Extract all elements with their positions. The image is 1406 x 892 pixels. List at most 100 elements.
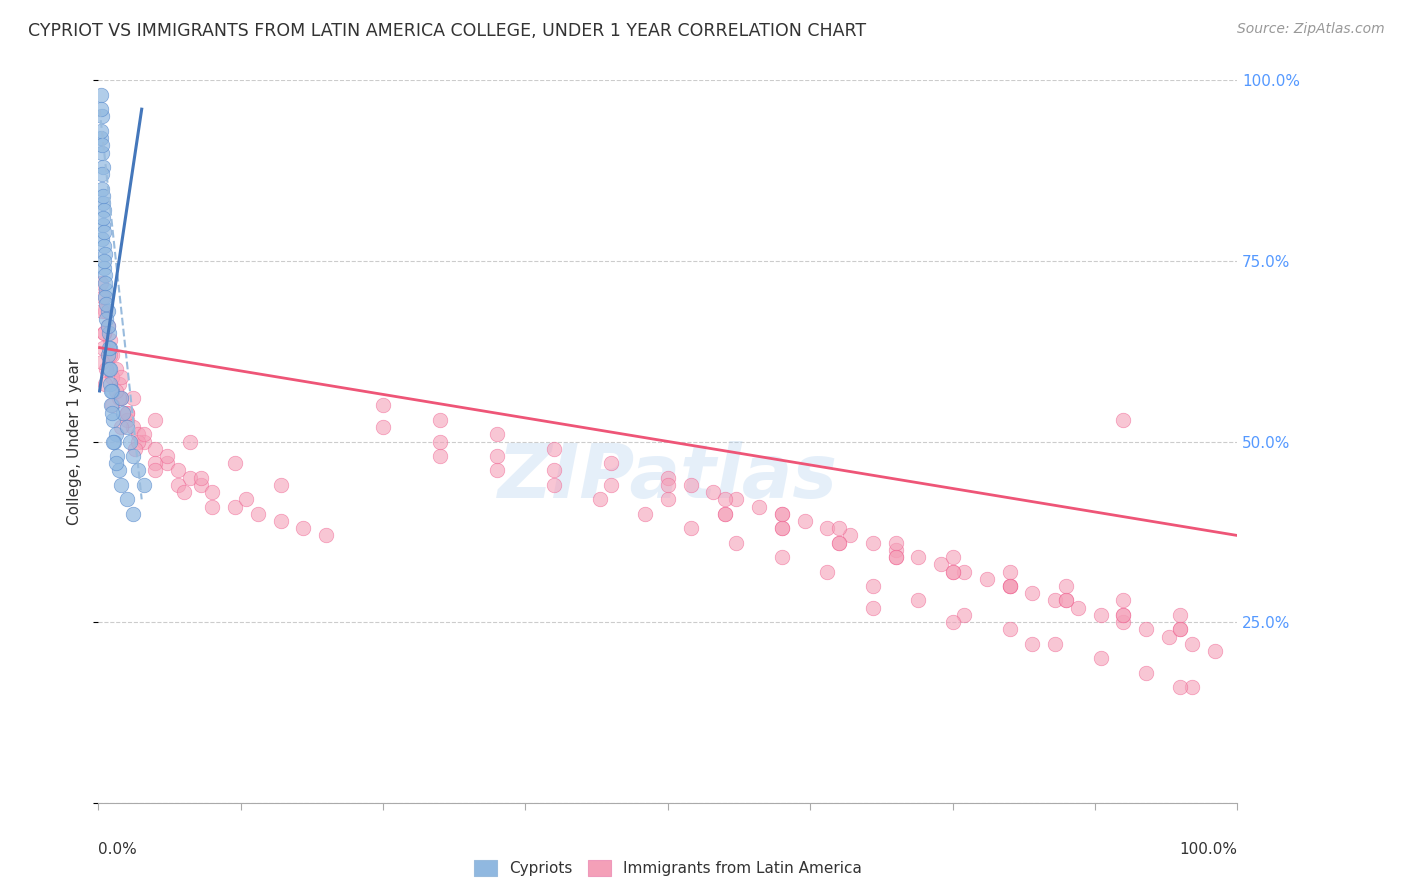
Point [543,442,565,456]
Point [828,535,851,549]
Point [94,276,117,290]
Point [132,427,155,442]
Point [93,326,115,340]
Point [96,348,118,362]
Point [94,376,117,391]
Point [145,413,167,427]
Point [1181,680,1204,694]
Point [1181,637,1204,651]
Point [127,463,149,477]
Point [121,449,143,463]
Point [101,348,124,362]
Point [702,485,724,500]
Point [91,211,114,225]
Point [91,189,114,203]
Point [770,507,793,521]
Point [121,420,143,434]
Point [108,391,131,405]
Point [98,376,121,391]
Point [929,558,952,572]
Point [108,463,131,477]
Point [127,434,149,449]
Point [793,514,815,528]
Point [173,485,195,500]
Point [103,413,125,427]
Point [942,550,965,565]
Point [96,311,118,326]
Point [679,478,702,492]
Point [112,406,135,420]
Point [100,384,122,398]
Point [93,261,115,276]
Point [543,478,565,492]
Point [292,521,315,535]
Point [103,434,125,449]
Point [1135,665,1157,680]
Point [104,362,127,376]
Point [145,456,167,470]
Point [657,470,679,484]
Point [862,600,884,615]
Point [486,427,509,442]
Point [91,160,114,174]
Point [121,391,143,405]
Point [429,449,451,463]
Point [1090,607,1112,622]
Point [96,318,118,333]
Point [953,565,976,579]
Point [770,521,793,535]
Point [115,406,138,420]
Point [91,341,114,355]
Point [486,463,509,477]
Point [190,470,212,484]
Point [94,268,117,283]
Point [91,218,114,232]
Point [246,507,269,521]
Point [94,304,117,318]
Point [101,369,124,384]
Point [224,456,246,470]
Point [103,434,125,449]
Point [94,290,117,304]
Point [600,478,623,492]
Point [725,535,748,549]
Text: CYPRIOT VS IMMIGRANTS FROM LATIN AMERICA COLLEGE, UNDER 1 YEAR CORRELATION CHART: CYPRIOT VS IMMIGRANTS FROM LATIN AMERICA… [28,22,866,40]
Point [90,124,112,138]
Point [100,398,122,412]
Point [907,550,929,565]
Point [815,521,838,535]
Point [770,521,793,535]
Point [714,492,737,507]
Point [98,334,121,348]
Point [270,478,292,492]
Point [104,456,127,470]
Text: 100.0%: 100.0% [1180,842,1237,856]
Point [90,304,112,318]
Y-axis label: College, Under 1 year: College, Under 1 year [66,358,82,525]
Point [110,391,132,405]
Point [94,246,117,260]
Point [115,420,138,434]
Point [1054,593,1078,607]
Point [96,348,118,362]
Point [1170,623,1192,637]
Point [371,420,394,434]
Point [93,326,115,340]
Point [90,131,112,145]
Point [543,463,565,477]
Point [156,449,179,463]
Point [1204,644,1226,658]
Point [93,253,115,268]
Text: 0.0%: 0.0% [98,842,138,856]
Point [1170,623,1192,637]
Point [115,406,138,420]
Point [190,478,212,492]
Point [1054,579,1078,593]
Point [1043,637,1066,651]
Point [588,492,610,507]
Point [657,492,679,507]
Point [1067,600,1090,615]
Point [90,145,112,160]
Point [1135,623,1157,637]
Point [101,398,124,412]
